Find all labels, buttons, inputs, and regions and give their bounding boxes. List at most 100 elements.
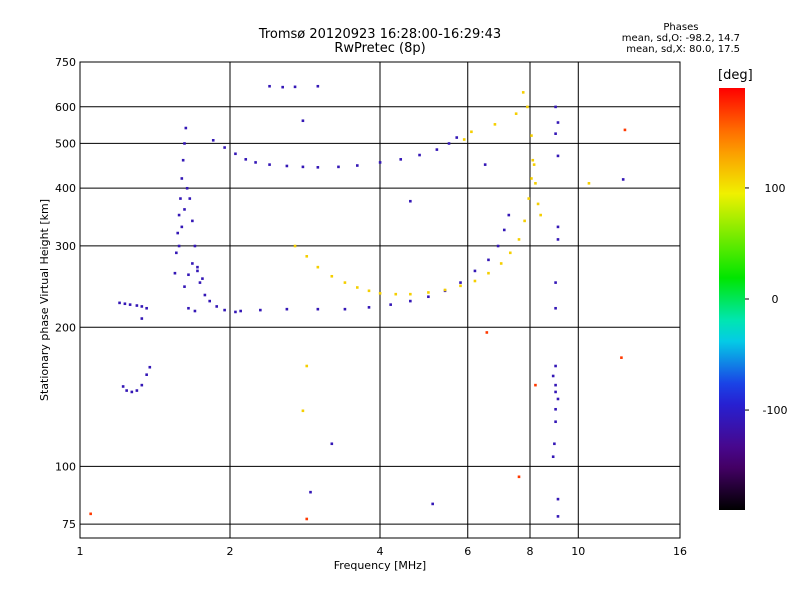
data-point	[409, 292, 412, 296]
data-point	[140, 383, 144, 387]
data-point	[223, 308, 226, 312]
data-point	[427, 291, 430, 294]
data-point	[179, 197, 182, 200]
data-point	[337, 165, 340, 169]
data-point	[301, 165, 305, 169]
data-point	[215, 305, 219, 308]
data-point	[556, 154, 560, 158]
data-point	[309, 490, 312, 494]
colorbar-tick-label: 0	[772, 293, 779, 306]
data-point	[193, 309, 197, 313]
chart-subtitle: RwPretec (8p)	[334, 41, 426, 56]
data-point	[554, 132, 557, 135]
colorbar-label: [deg]	[718, 68, 753, 83]
data-point	[517, 475, 521, 479]
data-point	[427, 295, 430, 299]
data-point	[130, 390, 134, 394]
data-point	[268, 163, 271, 166]
data-point	[184, 126, 188, 130]
data-point	[527, 197, 531, 200]
data-point	[330, 274, 334, 278]
colorbar-tick-label: -100	[763, 404, 788, 417]
data-point	[530, 177, 533, 180]
data-point	[620, 356, 623, 359]
y-tick-label: 300	[55, 240, 76, 253]
data-point	[180, 177, 184, 180]
data-point	[534, 182, 537, 185]
data-point	[343, 281, 347, 284]
data-point	[234, 310, 237, 314]
x-tick-label: 8	[527, 545, 534, 558]
data-point	[285, 307, 289, 311]
data-point	[343, 307, 347, 311]
data-point	[128, 303, 132, 306]
data-point	[316, 265, 320, 269]
data-point	[435, 148, 439, 151]
data-point	[281, 85, 284, 89]
data-point	[554, 390, 557, 394]
data-point	[554, 281, 557, 284]
y-tick-label: 750	[55, 56, 76, 69]
chart-title: Tromsø 20120923 16:28:00-16:29:43	[258, 27, 502, 42]
data-point	[355, 286, 359, 289]
data-point	[378, 292, 382, 295]
data-point	[301, 119, 305, 123]
x-tick-label: 2	[227, 545, 234, 558]
data-point	[176, 231, 180, 235]
data-point	[554, 407, 557, 411]
data-point	[621, 178, 625, 181]
data-point	[394, 292, 398, 296]
data-point	[487, 271, 490, 275]
data-point	[447, 142, 451, 145]
data-point	[285, 164, 289, 168]
data-point	[530, 134, 533, 137]
data-point	[223, 146, 226, 149]
data-point	[293, 244, 297, 248]
data-point	[507, 213, 511, 217]
phase-stats: Phases mean, sd,O: -98.2, 14.7 mean, sd,…	[622, 22, 740, 55]
data-point	[531, 158, 535, 162]
y-tick-label: 400	[55, 182, 76, 195]
data-point	[259, 308, 262, 312]
data-point	[554, 306, 557, 310]
data-point	[330, 442, 334, 446]
data-point	[514, 112, 518, 115]
data-point	[473, 279, 477, 283]
data-point	[177, 213, 181, 217]
data-point	[459, 284, 462, 288]
colorbar-tick-label: 100	[765, 182, 786, 195]
x-tick-label: 6	[464, 545, 471, 558]
data-point	[191, 219, 194, 223]
data-point	[389, 303, 392, 306]
data-point	[191, 262, 194, 265]
data-point	[355, 164, 359, 167]
y-axis-label: Stationary phase Virtual Height [km]	[38, 199, 51, 401]
data-point	[305, 364, 309, 368]
data-point	[455, 136, 459, 139]
data-point	[587, 182, 591, 185]
data-point	[173, 271, 177, 275]
data-point	[443, 288, 447, 292]
data-point	[125, 389, 128, 392]
data-point	[378, 161, 382, 164]
data-point	[305, 517, 309, 521]
data-point	[554, 105, 557, 109]
data-point	[135, 389, 139, 392]
data-point	[301, 409, 305, 413]
data-point	[234, 152, 237, 156]
data-point	[140, 317, 144, 320]
data-point	[185, 186, 189, 190]
data-point	[183, 208, 186, 211]
data-point	[211, 138, 215, 142]
data-point	[118, 301, 121, 305]
data-point	[539, 213, 542, 217]
data-point	[268, 84, 271, 88]
y-tick-label: 600	[55, 101, 76, 114]
data-point	[187, 273, 190, 277]
y-tick-label: 75	[62, 518, 76, 531]
data-point	[470, 130, 473, 134]
data-point	[556, 121, 560, 124]
y-tick-label: 200	[55, 321, 76, 334]
data-point	[483, 163, 487, 166]
